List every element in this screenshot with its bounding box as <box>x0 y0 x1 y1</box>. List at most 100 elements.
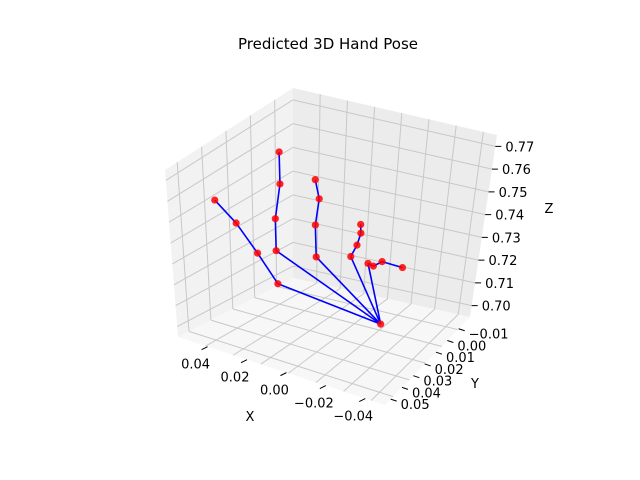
x-gridline-floor <box>188 330 394 398</box>
y-gridline-floor <box>370 314 459 401</box>
hand-joint <box>315 195 323 203</box>
z-tick-label: 0.76 <box>502 163 531 178</box>
hand-bone <box>275 250 382 325</box>
x-tick-mark <box>201 346 208 351</box>
z-gridline <box>175 241 476 307</box>
z-gridline <box>172 194 482 265</box>
y-gridline-back <box>386 113 403 299</box>
x-gridline-side <box>249 115 256 298</box>
hand-bone <box>314 224 318 257</box>
hand-bone <box>256 252 279 285</box>
x-tick-label: 0.00 <box>260 384 289 399</box>
y-tick-mark <box>413 375 420 379</box>
hand-bone <box>277 282 381 325</box>
hand-joint <box>353 241 361 249</box>
hand-bone <box>350 256 382 325</box>
y-tick-mark <box>458 328 465 332</box>
y-gridline-back <box>457 131 484 315</box>
x-gridline-side <box>225 130 234 309</box>
y-gridline-floor <box>232 287 341 356</box>
hand-joint <box>357 229 365 237</box>
z-tick-label: 0.75 <box>499 186 528 201</box>
hand-joint <box>311 176 319 184</box>
y-tick-label: 0.01 <box>446 351 475 366</box>
z-tick-label: 0.74 <box>495 209 524 224</box>
hand-joint <box>364 259 372 268</box>
z-gridline <box>173 218 479 286</box>
y-tick-mark <box>390 398 397 402</box>
y-gridline-floor <box>315 303 412 383</box>
x-gridline-floor <box>254 297 442 347</box>
hand-bone <box>315 256 382 325</box>
x-tick-label: 0.04 <box>181 358 210 373</box>
hand-bone <box>274 218 277 251</box>
y-tick-label: −0.01 <box>469 328 509 343</box>
hand-joint <box>312 253 320 261</box>
grid-lines <box>165 94 496 401</box>
hand-joint <box>274 280 282 288</box>
y-tick-label: 0.04 <box>412 386 441 401</box>
y-tick-label: 0.03 <box>423 375 452 390</box>
y-gridline-back <box>410 119 430 305</box>
y-tick-label: 0.05 <box>401 398 430 413</box>
hand-bone <box>314 198 321 226</box>
z-tick-label: 0.71 <box>485 277 514 292</box>
y-tick-label: 0.02 <box>435 363 464 378</box>
hand-joint <box>275 148 283 156</box>
x-gridline-floor <box>276 285 458 331</box>
z-gridline <box>167 123 493 202</box>
floor-pane <box>178 278 470 405</box>
z-gridline <box>170 170 486 244</box>
y-gridline-back <box>316 94 321 284</box>
hand-joint <box>398 263 407 272</box>
hand-joint <box>357 220 365 229</box>
z-tick-label: 0.70 <box>482 300 511 315</box>
x-tick-mark <box>240 359 248 364</box>
y-gridline-floor <box>288 298 388 374</box>
x-tick-mark <box>280 372 287 377</box>
y-tick-label: 0.00 <box>457 339 486 354</box>
hand-bone <box>274 183 281 219</box>
x-tick-label: 0.02 <box>221 371 250 386</box>
x-tick-label: −0.02 <box>294 397 334 412</box>
x-gridline-side <box>176 162 190 332</box>
y-gridline-floor <box>205 282 317 347</box>
hand-joint <box>369 262 377 270</box>
axis-ticks: 0.040.020.00−0.02−0.04−0.010.000.010.020… <box>181 140 534 424</box>
x-gridline-floor <box>210 319 410 381</box>
x-axis-label: X <box>246 410 255 425</box>
x-tick-mark <box>319 385 327 390</box>
y-tick-mark <box>424 363 431 367</box>
x-gridline-side <box>201 146 212 321</box>
hand-joint <box>378 258 386 266</box>
hand-joint <box>276 180 284 188</box>
chart-title: Predicted 3D Hand Pose <box>238 35 418 53</box>
z-gridline <box>176 265 472 328</box>
z-axis-label: Z <box>545 202 554 217</box>
hand-bone <box>278 151 281 184</box>
hand-joint <box>253 249 262 257</box>
x-tick-label: −0.04 <box>333 410 373 425</box>
hand-bone <box>214 199 237 224</box>
hand-joint <box>272 247 280 255</box>
y-tick-mark <box>435 351 443 355</box>
x-gridline-floor <box>232 308 426 364</box>
hand-joint <box>311 221 319 229</box>
y-axis-label: Y <box>470 377 479 392</box>
z-tick-label: 0.72 <box>488 254 517 269</box>
x-gridline-side <box>274 99 278 287</box>
x-tick-mark <box>359 398 366 402</box>
y-tick-mark <box>401 386 409 390</box>
hand-joint <box>232 219 240 227</box>
z-tick-label: 0.77 <box>505 140 534 155</box>
y-tick-mark <box>447 339 454 343</box>
hand-joint <box>347 252 355 261</box>
hand-bone <box>235 222 259 254</box>
hand-joint <box>211 196 219 204</box>
z-gridline <box>165 99 496 181</box>
hand-joint <box>271 215 279 223</box>
y-gridline-back <box>339 100 348 289</box>
y-gridline-back <box>434 125 457 310</box>
z-tick-label: 0.73 <box>492 231 521 246</box>
